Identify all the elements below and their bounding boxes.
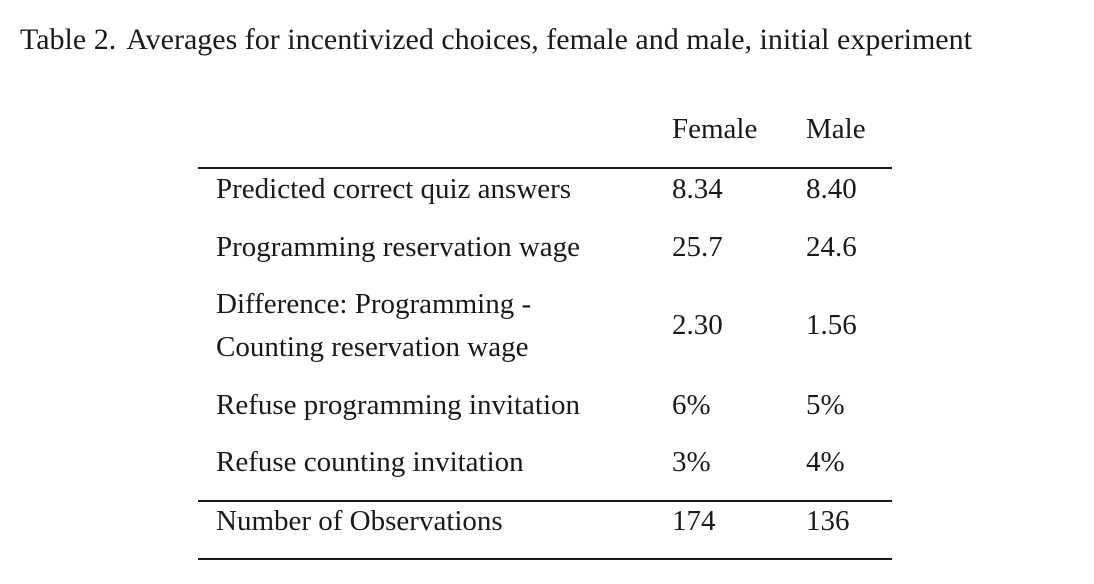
female-count: 174 xyxy=(672,505,716,537)
female-value: 6% xyxy=(672,389,711,421)
data-table: Female Male Predicted correct quiz answe… xyxy=(198,105,892,561)
female-value: 25.7 xyxy=(672,231,723,263)
row-label: Refuse programming invitation xyxy=(216,389,581,421)
male-value: 4% xyxy=(806,446,845,478)
bottom-rule xyxy=(198,558,892,560)
male-count: 136 xyxy=(806,505,850,537)
male-value: 24.6 xyxy=(806,231,857,263)
table-caption: Table 2. Averages for incentivized choice… xyxy=(20,20,972,60)
row-label: Predicted correct quiz answers xyxy=(216,173,572,205)
column-header-male: Male xyxy=(806,113,866,145)
top-rule xyxy=(198,167,892,169)
female-value: 8.34 xyxy=(672,173,723,205)
row-label: Programming reservation wage xyxy=(216,231,581,263)
male-value: 1.56 xyxy=(806,309,857,341)
male-value: 5% xyxy=(806,389,845,421)
footer-label: Number of Observations xyxy=(216,505,503,537)
row-label-line-2: Counting reservation wage xyxy=(216,331,529,363)
row-label-line-1: Difference: Programming - xyxy=(216,288,532,320)
female-value: 2.30 xyxy=(672,309,723,341)
table-title: Averages for incentivized choices, femal… xyxy=(126,23,972,56)
male-value: 8.40 xyxy=(806,173,857,205)
column-header-female: Female xyxy=(672,113,758,145)
female-value: 3% xyxy=(672,446,711,478)
table-number: Table 2. xyxy=(20,23,117,56)
mid-rule xyxy=(198,500,892,502)
row-label: Refuse counting invitation xyxy=(216,446,524,478)
